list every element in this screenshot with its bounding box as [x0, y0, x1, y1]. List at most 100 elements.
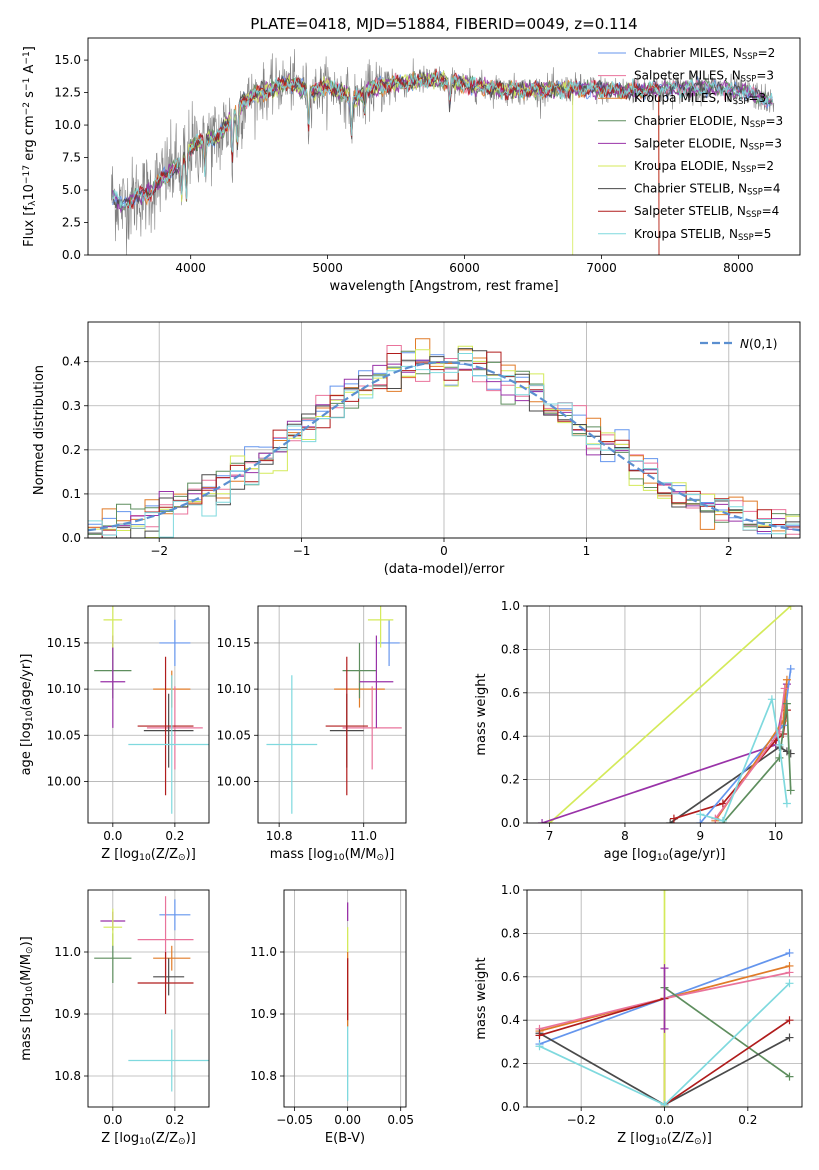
x-tick-label: −1 — [293, 544, 311, 558]
y-tick-label: 0.8 — [501, 642, 520, 656]
mass-weight-line — [549, 606, 792, 823]
model-fit-line — [112, 69, 773, 208]
ebv-mass-panel: −0.05 0.00 0.05 10.8 10.9 11.0 E(B-V) — [250, 889, 414, 1146]
y-tick-label: 10.10 — [217, 682, 251, 696]
grid-lines — [88, 890, 209, 1107]
y-tick-label: 0.3 — [62, 399, 81, 413]
mass-weight-marker — [669, 814, 678, 823]
y-tick-label: 5.0 — [62, 183, 81, 197]
mass-weight-marker — [785, 1033, 794, 1042]
grid-lines — [284, 890, 406, 1107]
plot-area — [266, 606, 402, 814]
legend-label: Kroupa MILES, NSSP=3 — [634, 91, 766, 106]
x-axis-label: E(B-V) — [325, 1131, 365, 1146]
x-tick-label: −0.05 — [276, 1113, 313, 1127]
x-tick-label: 4000 — [175, 261, 206, 275]
mass-weight-marker — [785, 1016, 794, 1025]
mass-weight-marker — [660, 964, 669, 973]
x-tick-label: 0.2 — [165, 829, 184, 843]
x-tick-label: −2 — [150, 544, 168, 558]
y-tick-label: 10.9 — [250, 1007, 277, 1021]
mass-weight-marker — [767, 695, 776, 704]
y-tick-label: 0.4 — [62, 355, 81, 369]
mass-age-panel: 10.8 11.0 10.00 10.05 10.10 10.15 mass [log10(… — [217, 605, 407, 863]
mass-weight-line — [700, 696, 788, 822]
mass-weight-marker — [785, 948, 794, 957]
x-tick-label: 10 — [768, 829, 783, 843]
y-axis-label: Flux [fλ10−17 erg cm−2 s−1 A−1] — [22, 46, 38, 247]
x-tick-label: 8 — [621, 829, 629, 843]
y-tick-label: 7.5 — [62, 151, 81, 165]
y-tick-label: 0.0 — [62, 248, 81, 262]
x-tick-label: 8000 — [723, 261, 754, 275]
y-axis-label: mass weight — [474, 673, 489, 755]
mass-weight-marker — [718, 816, 727, 823]
y-tick-label: 0.0 — [501, 816, 520, 830]
x-axis-label: Z [log10(Z/Z⊙)] — [617, 1131, 712, 1147]
mass-weight-marker — [718, 799, 727, 808]
mass-weight-line — [699, 668, 792, 823]
plot-area — [88, 338, 800, 538]
mass-weight-marker — [660, 890, 669, 894]
y-tick-label: 10.00 — [217, 774, 251, 788]
x-axis-label: age [log10(age/yr)] — [604, 847, 726, 863]
mass-weight-marker — [775, 740, 784, 749]
x-tick-label: 0.2 — [738, 1113, 757, 1127]
y-axis-label: Normed distribution — [32, 365, 47, 495]
residual-histogram-panel: −2 −1 0 1 2 0.0 0.1 0.2 0.3 0.4 (data-model)/error… — [32, 321, 801, 577]
y-tick-label: 10.15 — [217, 636, 251, 650]
mass-weight-marker — [782, 799, 791, 808]
legend-label: N(0,1) — [740, 337, 777, 351]
mass-weight-line — [669, 745, 792, 823]
y-tick-label: 10.9 — [54, 1007, 81, 1021]
mass-weight-marker — [786, 786, 795, 795]
mass-weight-line — [722, 703, 792, 823]
model-fit-line — [112, 71, 773, 210]
plot-area — [94, 896, 209, 1092]
y-tick-label: 10.8 — [54, 1069, 81, 1083]
x-tick-label: 7 — [546, 829, 554, 843]
mass-weight-line — [664, 986, 790, 1078]
y-axis-label: age [log10(age/yr)] — [19, 654, 35, 776]
mass-weight-marker — [696, 819, 705, 823]
x-axis-label: Z [log10(Z/Z⊙)] — [101, 1131, 196, 1147]
z-age-panel: 0.0 0.2 10.00 10.05 10.10 10.15 Z [log10(Z/Z⊙)… — [19, 605, 210, 863]
y-tick-label: 0.2 — [501, 773, 520, 787]
x-tick-label: −0.2 — [567, 1113, 596, 1127]
y-tick-label: 0.1 — [62, 487, 81, 501]
spectrum-panel: 4000 5000 6000 7000 8000 0.0 2.5 5.0 7.5 10.0 12.5… — [22, 15, 801, 294]
mass-weight-marker — [660, 1100, 669, 1107]
mass-weight-marker — [782, 699, 791, 708]
grid-lines — [527, 605, 802, 824]
y-tick-label: 10.05 — [47, 728, 81, 742]
mass-weight-marker — [660, 1024, 669, 1033]
y-tick-label: 0.6 — [501, 970, 520, 984]
y-axis-label: mass weight — [474, 957, 489, 1039]
legend-label: Kroupa ELODIE, NSSP=2 — [634, 159, 774, 174]
x-tick-label: 0 — [440, 544, 448, 558]
mass-weight-marker — [786, 749, 795, 758]
mass-weight-marker — [538, 819, 547, 823]
legend-label: Salpeter MILES, NSSP=3 — [634, 69, 774, 84]
mass-weight-marker — [780, 684, 789, 693]
y-axis-label: mass [log10(M/M⊙)] — [19, 936, 35, 1061]
x-tick-label: 0.00 — [334, 1113, 361, 1127]
mass-weight-marker — [782, 675, 791, 684]
histogram-step-line — [88, 348, 800, 538]
x-tick-label: 5000 — [312, 261, 343, 275]
mass-weight-marker — [785, 1072, 794, 1081]
y-tick-label: 0.4 — [501, 729, 520, 743]
legend: Chabrier MILES, NSSP=2 Salpeter MILES, NS… — [598, 46, 783, 242]
mass-weight-marker — [535, 1042, 544, 1051]
y-tick-label: 10.15 — [47, 636, 81, 650]
z-weight-panel: −0.2 0.0 0.2 0.0 0.2 0.4 0.6 0.8 1.0 Z [log10(Z/Z… — [474, 883, 803, 1147]
legend-label: Chabrier STELIB, NSSP=4 — [634, 182, 780, 197]
z-mass-panel: 0.0 0.2 10.8 10.9 11.0 Z [log10(Z/Z⊙)] mass [l… — [19, 889, 210, 1147]
y-tick-label: 10.0 — [54, 118, 81, 132]
mass-weight-marker — [786, 664, 795, 673]
y-tick-label: 2.5 — [62, 216, 81, 230]
y-tick-label: 0.8 — [501, 926, 520, 940]
y-tick-label: 0.2 — [62, 443, 81, 457]
plot-area — [535, 890, 794, 1107]
